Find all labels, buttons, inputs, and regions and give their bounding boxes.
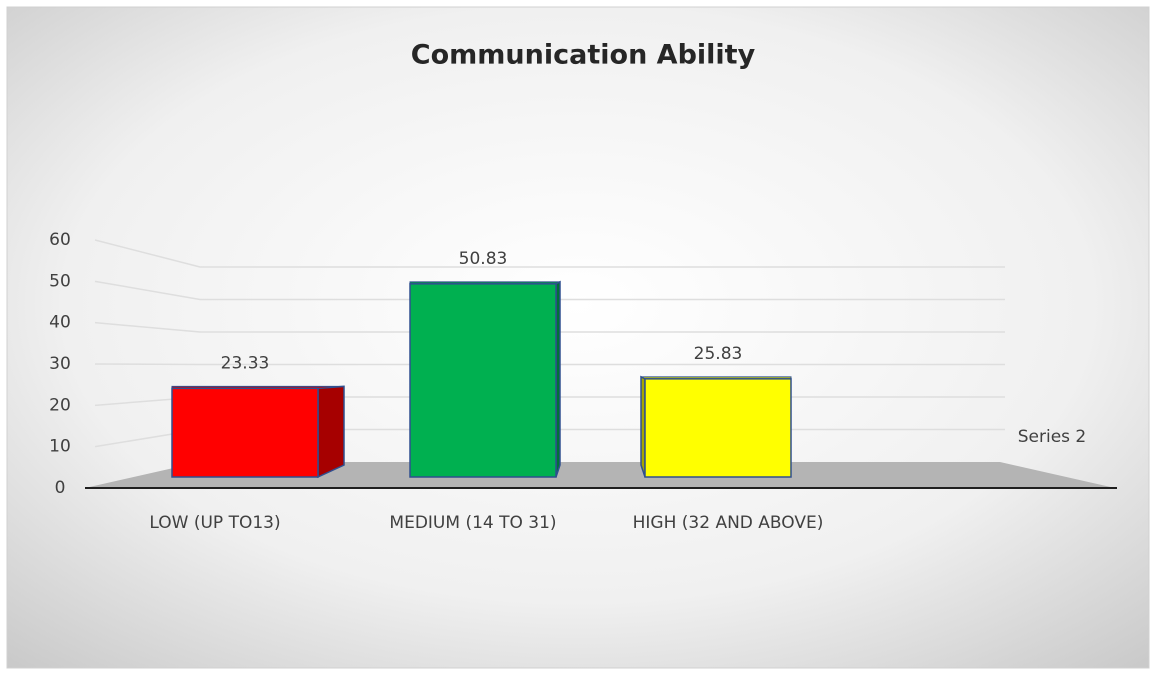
background bbox=[6, 6, 1150, 669]
y-tick-label: 50 bbox=[49, 271, 71, 291]
bar bbox=[409, 283, 557, 478]
grid-line bbox=[94, 280, 1005, 301]
bar-side bbox=[317, 385, 345, 479]
bar bbox=[171, 387, 319, 478]
chart-title: Communication Ability bbox=[411, 40, 756, 71]
grid-line bbox=[94, 363, 1005, 366]
x-tick-label: HIGH (32 AND ABOVE) bbox=[633, 513, 824, 533]
x-tick-label: MEDIUM (14 TO 31) bbox=[389, 513, 556, 533]
bar bbox=[644, 378, 792, 478]
series-label: Series 2 bbox=[1018, 427, 1087, 447]
floor bbox=[85, 462, 1115, 488]
grid-line bbox=[94, 321, 1005, 333]
y-tick-label: 40 bbox=[49, 313, 71, 333]
y-tick-label: 0 bbox=[55, 478, 66, 498]
value-label: 25.83 bbox=[694, 344, 743, 364]
y-tick-label: 60 bbox=[49, 230, 71, 250]
value-label: 23.33 bbox=[221, 353, 270, 373]
y-tick-label: 10 bbox=[49, 437, 71, 457]
y-tick-label: 30 bbox=[49, 354, 71, 374]
value-label: 50.83 bbox=[459, 249, 508, 269]
grid-line bbox=[94, 239, 1005, 268]
x-tick-label: LOW (UP TO13) bbox=[149, 513, 280, 533]
y-tick-label: 20 bbox=[49, 395, 71, 415]
